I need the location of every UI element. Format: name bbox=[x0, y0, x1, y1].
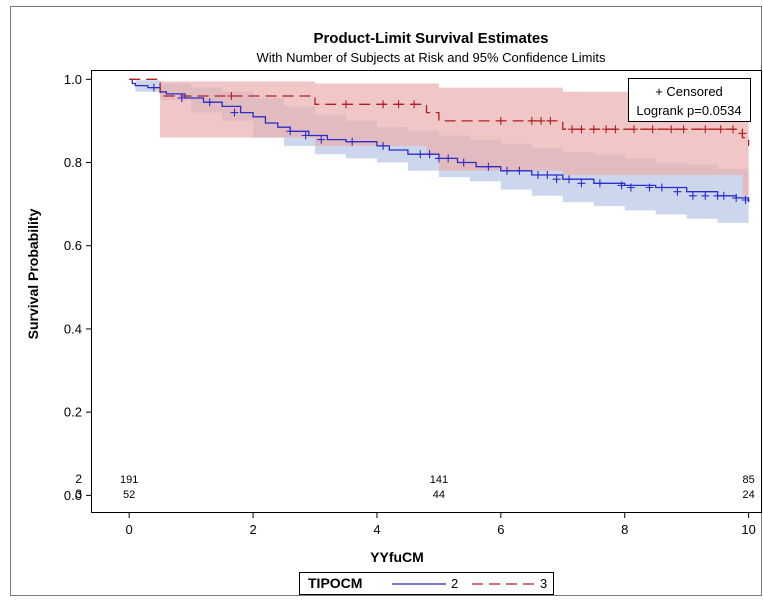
censored-mark-group-3 bbox=[667, 125, 676, 134]
survival-chart: Product-Limit Survival Estimates With Nu… bbox=[10, 6, 762, 596]
censored-mark-group-2 bbox=[149, 83, 158, 92]
censored-mark-group-2 bbox=[444, 154, 453, 163]
censored-mark-group-2 bbox=[205, 98, 214, 107]
censored-mark-group-2 bbox=[565, 175, 573, 184]
censored-mark-group-3 bbox=[729, 125, 738, 134]
censored-mark-group-2 bbox=[348, 137, 357, 146]
y-axis-label: Survival Probability bbox=[25, 208, 41, 339]
at-risk-count: 191 bbox=[120, 474, 138, 486]
censored-label: + Censored bbox=[655, 84, 723, 99]
censored-mark-group-3 bbox=[546, 116, 555, 125]
censored-mark-group-2 bbox=[317, 135, 326, 144]
censored-mark-group-2 bbox=[379, 141, 388, 150]
confidence-band-group-3 bbox=[129, 79, 749, 209]
censored-mark-group-2 bbox=[577, 179, 586, 188]
x-tick-label: 2 bbox=[249, 522, 256, 537]
y-tick-label: 0.0 bbox=[64, 488, 82, 503]
censored-mark-group-2 bbox=[515, 166, 524, 175]
legend-title: TIPOCM bbox=[308, 575, 362, 591]
x-tick-label: 10 bbox=[741, 522, 755, 537]
censored-mark-group-2 bbox=[552, 175, 561, 184]
censored-mark-group-3 bbox=[701, 125, 710, 134]
censored-mark-group-2 bbox=[534, 171, 542, 179]
censored-mark-group-2 bbox=[177, 94, 186, 102]
x-axis: 0 2 4 6 8 10 bbox=[126, 512, 756, 537]
y-tick-label: 1.0 bbox=[64, 72, 82, 87]
censored-mark-group-2 bbox=[626, 183, 635, 192]
x-axis-label: YYfuCM bbox=[370, 549, 424, 565]
censored-mark-group-3 bbox=[527, 116, 536, 125]
censored-mark-group-2 bbox=[732, 193, 741, 202]
y-tick-label: 0.2 bbox=[64, 405, 82, 420]
censored-mark-group-3 bbox=[394, 100, 403, 109]
censored-marks bbox=[149, 83, 750, 204]
at-risk-count: 24 bbox=[742, 489, 754, 501]
censored-mark-group-3 bbox=[496, 116, 505, 125]
at-risk-count: 85 bbox=[742, 474, 754, 486]
group-legend: TIPOCM 2 3 bbox=[299, 572, 554, 595]
y-tick-label: 0.6 bbox=[64, 238, 82, 253]
x-tick-label: 6 bbox=[497, 522, 504, 537]
censored-mark-group-3 bbox=[379, 100, 388, 109]
at-risk-count: 52 bbox=[123, 489, 135, 501]
chart-subtitle: With Number of Subjects at Risk and 95% … bbox=[257, 50, 606, 65]
x-tick-label: 0 bbox=[126, 522, 133, 537]
x-tick-label: 4 bbox=[373, 522, 380, 537]
censored-mark-group-2 bbox=[434, 154, 443, 163]
inset-legend: + Censored Logrank p=0.0534 bbox=[628, 78, 751, 122]
censored-mark-group-3 bbox=[342, 100, 350, 109]
censored-mark-group-3 bbox=[716, 125, 725, 134]
at-risk-group-label: 3 bbox=[75, 487, 82, 501]
censored-mark-group-2 bbox=[416, 150, 425, 159]
censored-mark-group-2 bbox=[688, 191, 697, 200]
plot-area bbox=[91, 70, 762, 513]
inset-legend-box bbox=[628, 78, 751, 122]
censored-mark-group-2 bbox=[503, 166, 511, 175]
censored-mark-group-3 bbox=[410, 100, 419, 109]
chart-title: Product-Limit Survival Estimates bbox=[313, 30, 548, 47]
censored-mark-group-2 bbox=[286, 127, 295, 136]
censored-mark-group-3 bbox=[648, 125, 657, 134]
at-risk-count: 44 bbox=[433, 489, 445, 501]
censored-mark-group-3 bbox=[537, 116, 546, 125]
y-tick-label: 0.4 bbox=[64, 321, 82, 336]
censored-mark-group-3 bbox=[227, 92, 236, 100]
survival-curve-group-2 bbox=[129, 78, 750, 203]
at-risk-table: 2 191 141 85 3 52 44 24 bbox=[75, 472, 754, 501]
legend-entry-group-2: 2 bbox=[451, 576, 458, 591]
censored-mark-group-3 bbox=[630, 125, 638, 134]
censored-mark-group-3 bbox=[589, 125, 598, 134]
censored-mark-group-2 bbox=[617, 181, 626, 190]
censored-mark-group-2 bbox=[425, 150, 434, 159]
y-tick-label: 0.8 bbox=[64, 155, 82, 170]
censored-mark-group-2 bbox=[673, 187, 682, 196]
at-risk-count: 141 bbox=[430, 474, 448, 486]
censored-mark-group-2 bbox=[543, 171, 552, 179]
censored-mark-group-2 bbox=[645, 183, 654, 192]
chart-frame: Product-Limit Survival Estimates With Nu… bbox=[10, 6, 762, 596]
censored-mark-group-3 bbox=[568, 125, 577, 134]
censored-mark-group-2 bbox=[741, 196, 750, 204]
y-axis: 0.0 0.2 0.4 0.6 0.8 1.0 bbox=[64, 72, 92, 503]
censored-mark-group-3 bbox=[679, 125, 688, 134]
censored-mark-group-3 bbox=[611, 125, 620, 134]
censored-mark-group-2 bbox=[301, 131, 310, 140]
censored-mark-group-2 bbox=[701, 191, 710, 200]
censored-mark-group-2 bbox=[595, 179, 604, 188]
at-risk-group-label: 2 bbox=[75, 472, 82, 486]
censored-mark-group-2 bbox=[719, 191, 728, 200]
x-tick-label: 8 bbox=[621, 522, 628, 537]
censored-mark-group-2 bbox=[459, 158, 468, 167]
censored-mark-group-3 bbox=[738, 129, 747, 138]
legend-entry-group-3: 3 bbox=[540, 576, 547, 591]
censored-mark-group-3 bbox=[602, 125, 611, 134]
logrank-label: Logrank p=0.0534 bbox=[636, 103, 741, 118]
censored-mark-group-3 bbox=[577, 125, 586, 134]
censored-mark-group-2 bbox=[484, 162, 493, 171]
censored-mark-group-2 bbox=[230, 108, 239, 117]
censored-mark-group-2 bbox=[657, 183, 666, 192]
